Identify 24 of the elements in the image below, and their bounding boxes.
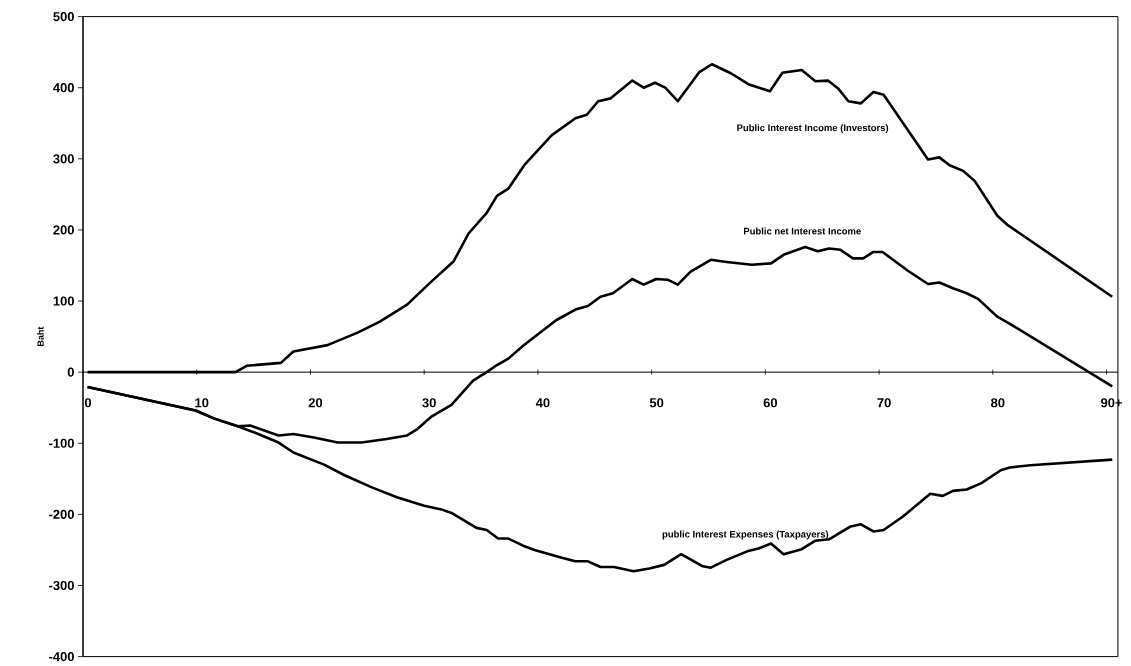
y-tick-label: 300 xyxy=(53,154,74,164)
x-tick-label: 0 xyxy=(84,398,92,408)
y-tick-label: 500 xyxy=(53,12,74,22)
series-label: Public Interest Income (Investors) xyxy=(737,124,889,134)
y-tick-label: -100 xyxy=(49,438,74,448)
series-label: public Interest Expenses (Taxpayers) xyxy=(662,530,829,540)
x-tick-label: 40 xyxy=(535,398,550,408)
series-label: Public net Interest Income xyxy=(744,227,861,235)
y-tick-label: 200 xyxy=(53,225,74,235)
y-tick-label: 400 xyxy=(53,83,74,93)
x-tick-label: 20 xyxy=(308,398,323,408)
x-tick-label: 80 xyxy=(991,398,1005,408)
y-tick-label: -200 xyxy=(49,509,74,519)
y-tick-label: 0 xyxy=(67,367,74,377)
y-tick-label: -300 xyxy=(49,580,74,591)
x-tick-label: 60 xyxy=(763,398,778,408)
y-axis-title: Baht xyxy=(37,326,44,346)
x-tick-label: 30 xyxy=(422,398,436,408)
x-tick-label: 50 xyxy=(649,398,664,408)
x-tick-label: 70 xyxy=(877,398,891,408)
x-tick-label: 10 xyxy=(195,398,209,408)
y-tick-label: -400 xyxy=(49,652,74,662)
line-series xyxy=(86,62,1114,374)
y-tick-label: 100 xyxy=(53,296,74,306)
